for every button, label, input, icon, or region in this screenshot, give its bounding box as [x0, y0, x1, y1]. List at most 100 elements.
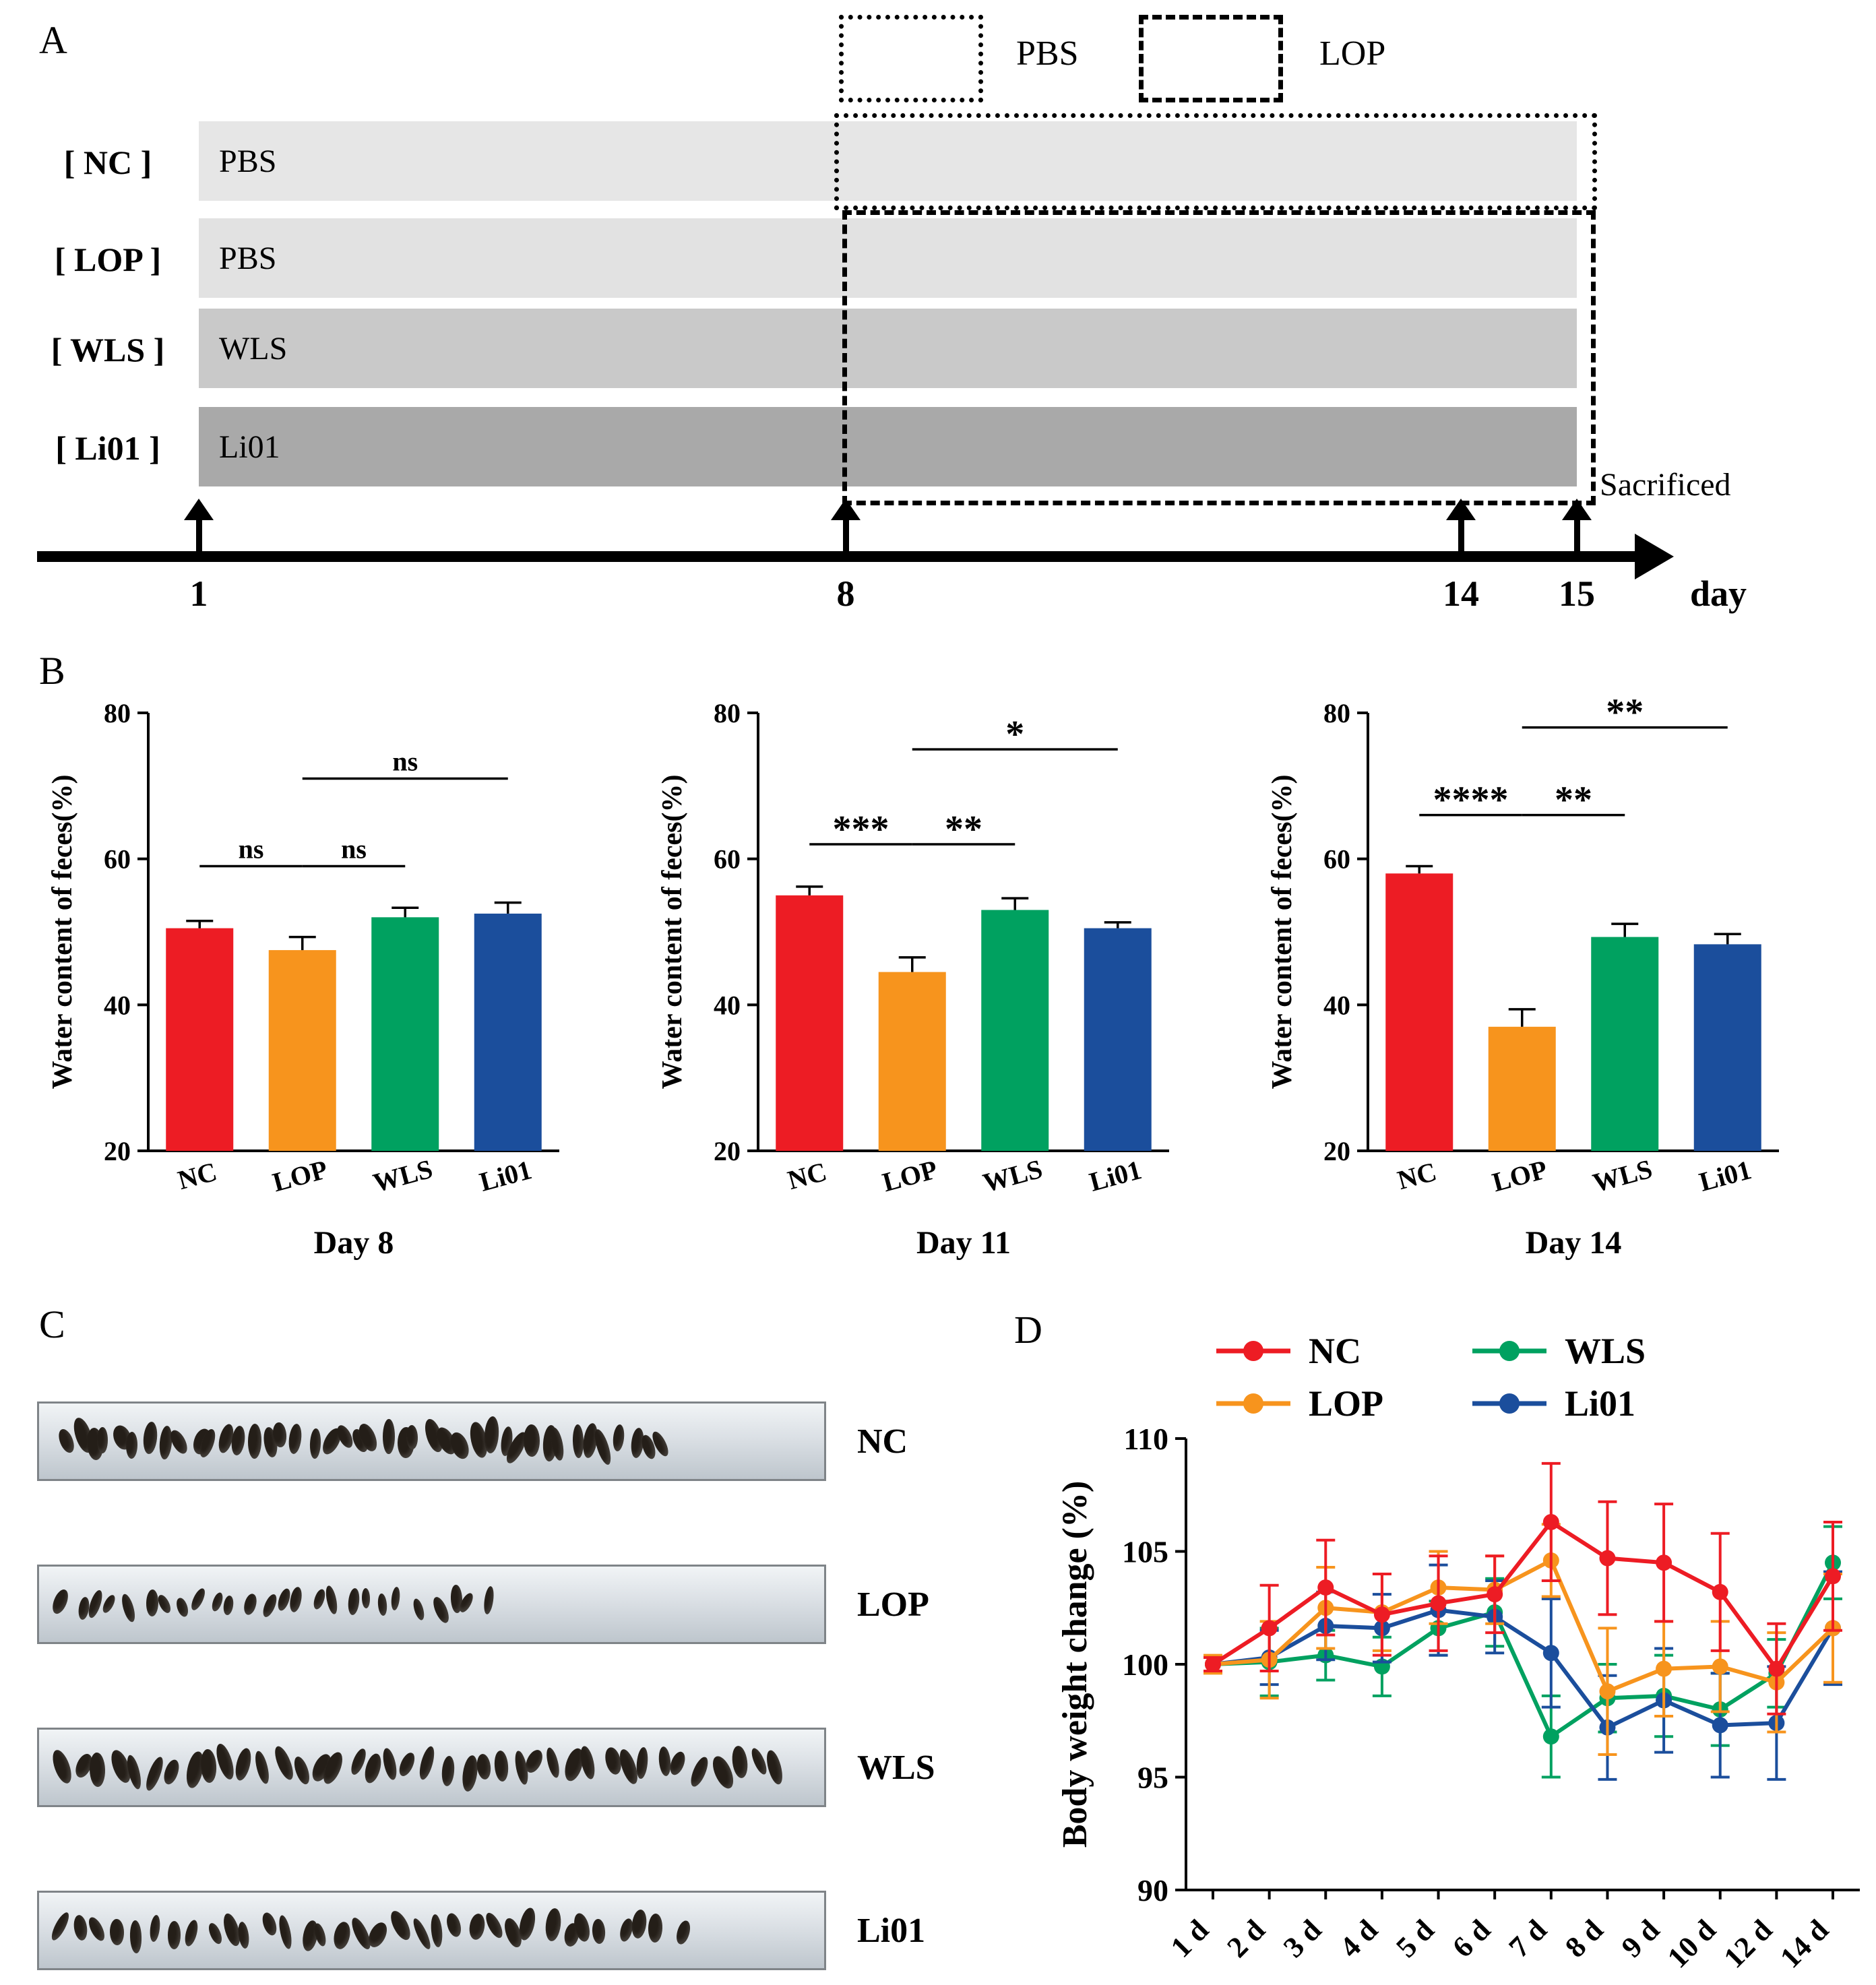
bar-Li01 — [1084, 928, 1152, 1151]
y-tick-label: 105 — [1122, 1535, 1168, 1569]
fecal-pellet — [143, 1755, 166, 1793]
fecal-pellet — [119, 1592, 137, 1623]
series-line-NC — [1212, 1519, 1835, 1673]
group-label-li01: [ Li01 ] — [55, 429, 160, 467]
data-point-NC — [1487, 1586, 1503, 1603]
feces-photo-li01 — [37, 1891, 826, 1970]
data-point-Li01 — [1712, 1717, 1728, 1734]
x-tick-label: LOP — [1489, 1154, 1551, 1198]
fecal-pellet — [493, 1749, 510, 1782]
x-tick-label: Li01 — [1086, 1154, 1145, 1197]
fecal-pellet — [377, 1593, 387, 1616]
timeline-tick-1: 1 — [189, 573, 208, 614]
y-tick-label: 20 — [104, 1136, 131, 1166]
fecal-pellet — [158, 1425, 173, 1461]
significance-label: ns — [341, 834, 367, 864]
legend-pbs-swatch — [839, 15, 983, 102]
x-tick-label: 10 d — [1661, 1913, 1722, 1974]
fecal-pellet — [125, 1431, 138, 1459]
timeline-marker-day1 — [184, 499, 214, 551]
fecal-pellet — [730, 1744, 749, 1779]
timeline-tick-8: 8 — [836, 573, 855, 614]
y-tick-label: 90 — [1137, 1873, 1168, 1908]
feces-photo-nc-area — [39, 1404, 824, 1479]
fecal-pellet — [156, 1593, 174, 1615]
fecal-pellet — [210, 1591, 225, 1613]
bar-WLS — [981, 910, 1049, 1151]
fecal-pellet — [482, 1910, 506, 1941]
data-point-NC — [1542, 1513, 1559, 1530]
fecal-pellet — [100, 1593, 118, 1615]
fecal-pellet — [361, 1587, 371, 1609]
y-tick-label: 60 — [104, 844, 131, 875]
fecal-pellet — [237, 1921, 251, 1950]
pbs-treatment-window-box — [834, 113, 1597, 210]
fecal-pellet — [429, 1914, 444, 1949]
fecal-pellet — [390, 1586, 402, 1612]
chart-title: Day 14 — [1526, 1225, 1622, 1261]
x-tick-label: 3 d — [1277, 1913, 1327, 1963]
legend-label-LOP: LOP — [1309, 1383, 1383, 1424]
fecal-pellet — [396, 1751, 418, 1779]
timeline-tick-15: 15 — [1559, 573, 1595, 614]
fecal-pellet — [167, 1921, 181, 1950]
legend-pbs-label: PBS — [1016, 34, 1079, 73]
fecal-pellet — [658, 1746, 673, 1777]
y-tick-label: 20 — [714, 1136, 741, 1166]
fecal-pellet — [667, 1750, 688, 1777]
data-point-NC — [1261, 1620, 1278, 1637]
feces-photo-lop-area — [39, 1567, 824, 1642]
fecal-pellet — [331, 1920, 352, 1951]
feces-photo-wls-area — [39, 1730, 824, 1805]
fecal-pellet — [516, 1906, 538, 1942]
bar-LOP — [1488, 1026, 1556, 1151]
significance-label: **** — [1433, 780, 1509, 821]
timeline-axis — [37, 551, 1637, 562]
data-point-NC — [1430, 1595, 1447, 1612]
bar-NC — [1385, 873, 1453, 1151]
legend-marker-LOP — [1243, 1393, 1263, 1414]
fecal-pellet — [49, 1587, 71, 1616]
sacrificed-label: Sacrificed — [1600, 467, 1731, 503]
fecal-pellet — [97, 1426, 108, 1453]
fecal-pellet — [416, 1745, 437, 1782]
day11-water-content-chart: Water content of feces(%) 20 40 60 80 NC LOP WL… — [657, 698, 1169, 1261]
fecal-pellet — [411, 1597, 427, 1622]
fecal-pellet — [468, 1912, 487, 1941]
x-tick-label: 2 d — [1220, 1913, 1271, 1963]
timeline-arrowhead-icon — [1635, 534, 1674, 579]
treatment-bar-lop-label: PBS — [219, 240, 277, 276]
significance-label: ns — [392, 747, 418, 777]
x-tick-label: WLS — [1590, 1154, 1656, 1198]
x-tick-label: 1 d — [1164, 1913, 1215, 1963]
fecal-pellet — [188, 1587, 208, 1613]
fecal-pellet — [287, 1422, 303, 1455]
fecal-pellet — [109, 1918, 125, 1946]
fecal-pellet — [381, 1746, 400, 1782]
x-tick-label: NC — [784, 1156, 830, 1195]
y-tick-label: 60 — [1323, 844, 1350, 875]
fecal-pellet — [523, 1424, 540, 1457]
x-tick-label: 6 d — [1446, 1913, 1497, 1963]
data-point-LOP — [1599, 1683, 1616, 1700]
fecal-pellet — [476, 1753, 493, 1781]
x-tick-label: 4 d — [1334, 1913, 1384, 1963]
group-label-wls: [ WLS ] — [51, 331, 165, 369]
fecal-pellet — [89, 1752, 106, 1788]
fecal-pellet — [49, 1747, 75, 1786]
fecal-pellet — [148, 1914, 162, 1943]
fecal-pellet — [206, 1921, 224, 1947]
fecal-pellet — [259, 1910, 279, 1938]
x-tick-label: Li01 — [1696, 1154, 1755, 1197]
x-tick-label: LOP — [879, 1154, 941, 1198]
timeline-marker-day14 — [1446, 499, 1476, 551]
fecal-pellet — [213, 1742, 237, 1782]
feces-label-nc: NC — [857, 1422, 908, 1461]
fecal-pellet — [687, 1754, 712, 1788]
fecal-pellet — [182, 1918, 200, 1948]
x-tick-label: 8 d — [1559, 1913, 1609, 1963]
x-tick-label: NC — [175, 1156, 220, 1195]
timeline-marker-day8 — [831, 499, 861, 551]
legend-marker-Li01 — [1499, 1393, 1520, 1414]
y-tick-label: 20 — [1323, 1136, 1350, 1166]
